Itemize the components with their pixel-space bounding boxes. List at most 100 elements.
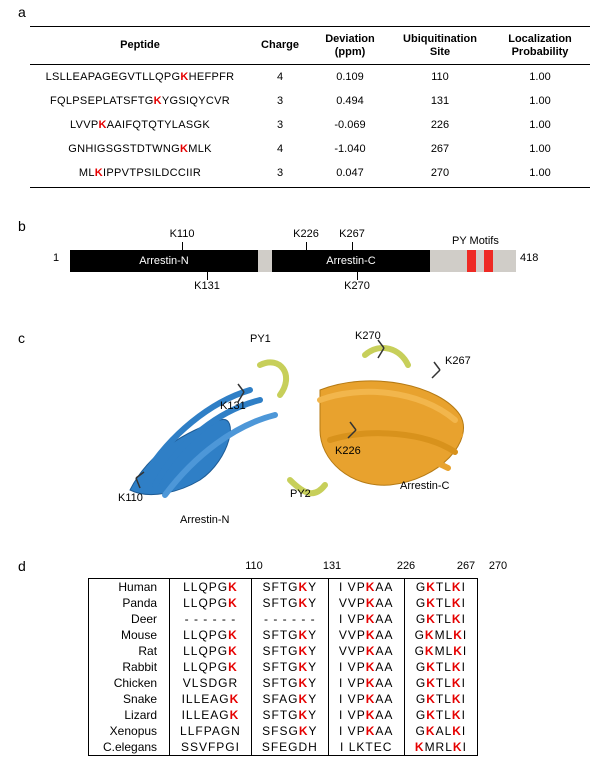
structure-label-arrestin-n: Arrestin-N bbox=[180, 514, 230, 526]
th-site: UbiquitinationSite bbox=[390, 27, 490, 65]
species-cell: Lizard bbox=[89, 707, 170, 723]
seq-start: 1 bbox=[53, 252, 59, 264]
pos-131: 131 bbox=[323, 560, 341, 572]
pos-267: 267 bbox=[457, 560, 475, 572]
seq-110: - - - - - - bbox=[170, 611, 252, 627]
site-cell: 110 bbox=[390, 65, 490, 90]
seq-267-270: GKTLKI bbox=[404, 579, 478, 596]
seq-226: VVPKAA bbox=[328, 643, 404, 659]
structure-label-k226: K226 bbox=[335, 445, 361, 457]
align-row: LizardILLEAGKSFTGKYI VPKAAGKTLKI bbox=[89, 707, 478, 723]
align-row: ChickenVLSDGRSFTGKYI VPKAAGKTLKI bbox=[89, 675, 478, 691]
structure-label-k270: K270 bbox=[355, 330, 381, 342]
deviation-cell: 0.109 bbox=[310, 65, 390, 90]
seq-226: VVPKAA bbox=[328, 595, 404, 611]
seq-267-270: GKTLKI bbox=[404, 691, 478, 707]
seq-110: LLFPAGN bbox=[170, 723, 252, 739]
seq-131: SFTGKY bbox=[251, 675, 328, 691]
seq-226: I VPKAA bbox=[328, 675, 404, 691]
seq-267-270: GKMLKI bbox=[404, 643, 478, 659]
seq-131: SFTGKY bbox=[251, 595, 328, 611]
structure-3d: PY1K270K267K131K226Arrestin-CPY2K110Arre… bbox=[110, 330, 510, 530]
deviation-cell: -0.069 bbox=[310, 113, 390, 137]
tick-k270: K270 bbox=[344, 280, 370, 292]
arrestin-n-domain: Arrestin-N bbox=[70, 250, 258, 272]
py-motif-1 bbox=[467, 250, 476, 272]
pos-110: 110 bbox=[245, 560, 263, 572]
seq-110: ILLEAGK bbox=[170, 707, 252, 723]
table-row: GNHIGSGSTDTWNGKMLK4-1.0402671.00 bbox=[30, 137, 590, 161]
align-row: RatLLQPGKSFTGKYVVPKAAGKMLKI bbox=[89, 643, 478, 659]
deviation-cell: -1.040 bbox=[310, 137, 390, 161]
align-row: HumanLLQPGKSFTGKYI VPKAAGKTLKI bbox=[89, 579, 478, 596]
seq-110: LLQPGK bbox=[170, 659, 252, 675]
seq-131: - - - - - - bbox=[251, 611, 328, 627]
align-row: SnakeILLEAGKSFAGKYI VPKAAGKTLKI bbox=[89, 691, 478, 707]
seq-267-270: GKTLKI bbox=[404, 659, 478, 675]
seq-131: SFTGKY bbox=[251, 579, 328, 596]
structure-label-arrestin-c: Arrestin-C bbox=[400, 480, 450, 492]
species-cell: Human bbox=[89, 579, 170, 596]
seq-226: I VPKAA bbox=[328, 707, 404, 723]
tick-k110: K110 bbox=[170, 228, 195, 240]
seq-end: 418 bbox=[520, 252, 538, 264]
species-cell: Rat bbox=[89, 643, 170, 659]
seq-267-270: GKTLKI bbox=[404, 595, 478, 611]
peptide-cell: LSLLEAPAGEGVTLLQPGKHEFPFR bbox=[30, 65, 250, 90]
align-row: XenopusLLFPAGNSFSGKYI VPKAAGKALKI bbox=[89, 723, 478, 739]
charge-cell: 3 bbox=[250, 89, 310, 113]
peptide-cell: FQLPSEPLATSFTGKYGSIQYCVR bbox=[30, 89, 250, 113]
seq-110: LLQPGK bbox=[170, 627, 252, 643]
seq-131: SFTGKY bbox=[251, 659, 328, 675]
seq-226: I VPKAA bbox=[328, 611, 404, 627]
seq-226: VVPKAA bbox=[328, 627, 404, 643]
prob-cell: 1.00 bbox=[490, 137, 590, 161]
peptide-cell: GNHIGSGSTDTWNGKMLK bbox=[30, 137, 250, 161]
seq-226: I VPKAA bbox=[328, 659, 404, 675]
seq-131: SFEGDH bbox=[251, 739, 328, 756]
align-row: PandaLLQPGKSFTGKYVVPKAAGKTLKI bbox=[89, 595, 478, 611]
seq-131: SFSGKY bbox=[251, 723, 328, 739]
panel-label-c: c bbox=[18, 330, 25, 346]
seq-267-270: GKALKI bbox=[404, 723, 478, 739]
charge-cell: 3 bbox=[250, 113, 310, 137]
seq-110: VLSDGR bbox=[170, 675, 252, 691]
structure-label-k110: K110 bbox=[118, 492, 143, 504]
seq-267-270: GKMLKI bbox=[404, 627, 478, 643]
species-cell: C.elegans bbox=[89, 739, 170, 756]
panel-label-d: d bbox=[18, 558, 26, 574]
th-peptide: Peptide bbox=[30, 27, 250, 65]
charge-cell: 4 bbox=[250, 65, 310, 90]
seq-267-270: GKTLKI bbox=[404, 707, 478, 723]
seq-110: LLQPGK bbox=[170, 643, 252, 659]
pos-270: 270 bbox=[489, 560, 507, 572]
site-cell: 131 bbox=[390, 89, 490, 113]
seq-131: SFTGKY bbox=[251, 643, 328, 659]
align-row: RabbitLLQPGKSFTGKYI VPKAAGKTLKI bbox=[89, 659, 478, 675]
py-motif-2 bbox=[484, 250, 493, 272]
seq-131: SFAGKY bbox=[251, 691, 328, 707]
seq-110: ILLEAGK bbox=[170, 691, 252, 707]
seq-226: I LKTEC bbox=[328, 739, 404, 756]
align-row: MouseLLQPGKSFTGKYVVPKAAGKMLKI bbox=[89, 627, 478, 643]
prob-cell: 1.00 bbox=[490, 89, 590, 113]
prob-cell: 1.00 bbox=[490, 65, 590, 90]
species-cell: Mouse bbox=[89, 627, 170, 643]
arrestin-c-domain: Arrestin-C bbox=[272, 250, 430, 272]
th-prob: LocalizationProbability bbox=[490, 27, 590, 65]
site-cell: 267 bbox=[390, 137, 490, 161]
alignment-table: HumanLLQPGKSFTGKYI VPKAAGKTLKIPandaLLQPG… bbox=[88, 578, 478, 756]
species-cell: Deer bbox=[89, 611, 170, 627]
structure-label-py2: PY2 bbox=[290, 488, 311, 500]
domain-bar: Arrestin-N Arrestin-C 1 418 PY Motifs bbox=[70, 250, 516, 272]
charge-cell: 4 bbox=[250, 137, 310, 161]
align-row: C.elegansSSVFPGISFEGDHI LKTECKMRLKI bbox=[89, 739, 478, 756]
prob-cell: 1.00 bbox=[490, 161, 590, 188]
seq-110: SSVFPGI bbox=[170, 739, 252, 756]
tick-k131: K131 bbox=[194, 280, 220, 292]
th-deviation: Deviation(ppm) bbox=[310, 27, 390, 65]
peptide-table: Peptide Charge Deviation(ppm) Ubiquitina… bbox=[30, 26, 590, 188]
seq-267-270: GKTLKI bbox=[404, 675, 478, 691]
tick-k226: K226 bbox=[293, 228, 319, 240]
site-cell: 270 bbox=[390, 161, 490, 188]
